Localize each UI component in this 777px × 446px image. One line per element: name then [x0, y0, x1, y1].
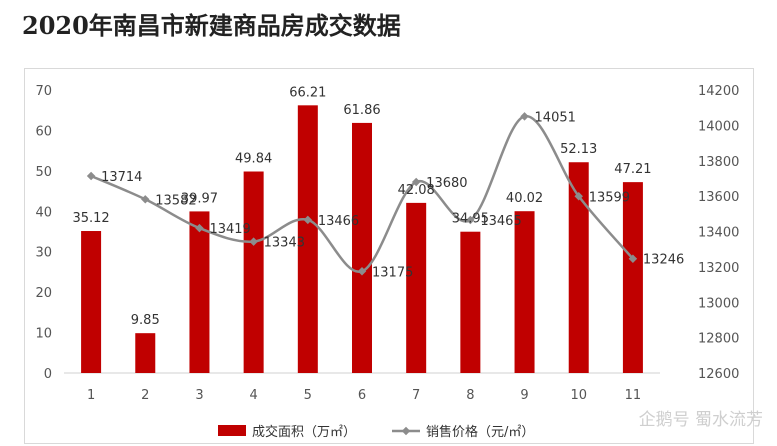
y-left-tick-label: 40 [35, 205, 52, 220]
bar [460, 231, 481, 373]
price-data-label: 13582 [155, 193, 196, 208]
bar [514, 211, 535, 373]
y-right-tick-label: 14200 [698, 84, 739, 99]
line-layer [86, 112, 638, 276]
price-data-label: 13343 [264, 236, 305, 251]
bar-data-label: 35.12 [72, 211, 109, 226]
y-left-tick-label: 60 [35, 124, 52, 139]
bar-data-label: 66.21 [289, 85, 326, 100]
y-right-tick-label: 12600 [698, 367, 739, 382]
bar-data-label: 61.86 [343, 103, 380, 118]
bar [568, 162, 589, 373]
legend-bar-swatch [218, 425, 246, 436]
bar [135, 333, 156, 373]
y-right-tick-label: 14000 [698, 119, 739, 134]
axes-layer: 0 10 20 30 40 50 60 70 12600 12800 13000 13200 13400… [35, 84, 739, 403]
bar [352, 122, 372, 373]
price-point [520, 112, 529, 121]
price-point [466, 215, 475, 225]
x-tick-label: 1 [87, 388, 95, 403]
y-left-tick-label: 50 [35, 165, 52, 180]
x-tick-label: 7 [412, 388, 420, 403]
price-data-label: 13419 [209, 222, 250, 237]
legend-line-label: 销售价格（元/㎡） [426, 424, 534, 440]
labels-layer: 35.12 9.85 39.97 49.84 66.21 61.86 42.08 34.95 4… [72, 85, 684, 328]
x-tick-label: 6 [358, 388, 366, 403]
bar [189, 211, 210, 373]
price-data-label: 13465 [480, 214, 521, 229]
y-right-tick-label: 13600 [698, 190, 739, 205]
price-data-label: 13246 [643, 253, 684, 268]
price-point [86, 171, 96, 181]
price-data-label: 13680 [426, 176, 467, 191]
bars-layer [81, 105, 643, 374]
y-right-tick-label: 13800 [698, 155, 739, 170]
y-left-tick-label: 20 [35, 286, 52, 301]
y-left-tick-label: 0 [44, 367, 52, 382]
y-right-tick-label: 13000 [698, 296, 739, 311]
x-tick-label: 5 [304, 388, 312, 403]
x-tick-label: 10 [570, 388, 587, 403]
price-data-label: 14051 [535, 110, 576, 125]
x-tick-label: 2 [141, 388, 149, 403]
x-tick-label: 3 [195, 388, 203, 403]
y-right-tick-label: 13400 [698, 226, 739, 241]
legend-line-marker [401, 426, 411, 436]
price-data-label: 13599 [589, 190, 630, 205]
price-data-label: 13175 [372, 265, 413, 280]
chart-frame [24, 68, 754, 444]
watermark-text: 企鹅号 蜀水流芳 [638, 410, 763, 430]
x-tick-label: 9 [520, 388, 528, 403]
price-point [303, 215, 313, 225]
y-left-tick-label: 30 [35, 246, 52, 261]
bar [406, 202, 427, 373]
price-data-label: 13714 [101, 170, 142, 185]
bar-data-label: 9.85 [131, 313, 160, 328]
price-point [411, 177, 421, 187]
price-point [357, 267, 367, 276]
y-left-tick-label: 70 [35, 84, 52, 99]
bar [622, 182, 643, 373]
bar-data-label: 52.13 [560, 142, 597, 157]
x-tick-label: 8 [466, 388, 474, 403]
bar-data-label: 42.08 [398, 183, 435, 198]
bar-data-label: 39.97 [181, 191, 218, 206]
legend-bar-label: 成交面积（万㎡） [252, 424, 356, 440]
bar-data-label: 47.21 [614, 162, 651, 177]
y-right-tick-label: 12800 [698, 332, 739, 347]
x-tick-label: 11 [625, 388, 642, 403]
y-right-tick-label: 13200 [698, 261, 739, 276]
bar [81, 231, 102, 373]
y-left-tick-label: 10 [35, 327, 52, 342]
price-point [141, 195, 150, 204]
bar [297, 105, 318, 374]
price-data-label: 13466 [318, 214, 359, 229]
price-point [195, 223, 204, 233]
x-tick-label: 4 [249, 388, 257, 403]
bar [243, 171, 264, 373]
bar-data-label: 34.95 [452, 212, 489, 227]
page-title: 2020年南昌市新建商品房成交数据 [22, 11, 401, 40]
legend-layer: 成交面积（万㎡） 销售价格（元/㎡） [218, 424, 534, 440]
bar-data-label: 40.02 [506, 191, 543, 206]
bar-data-label: 49.84 [235, 152, 272, 167]
